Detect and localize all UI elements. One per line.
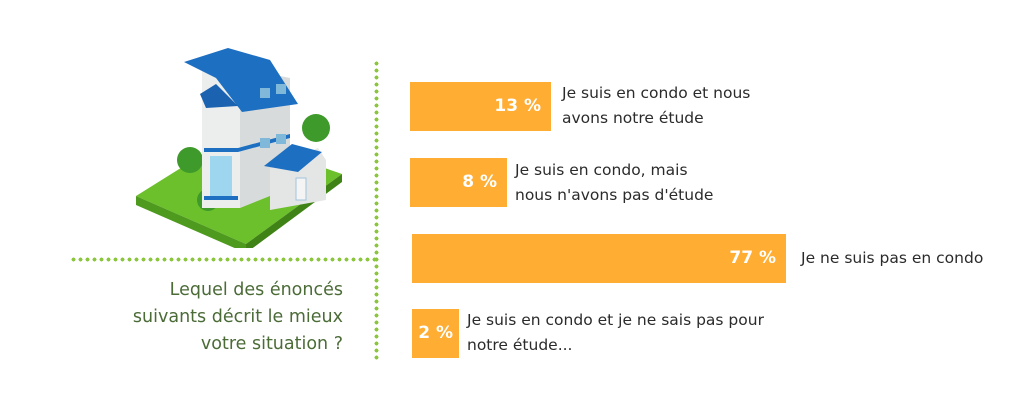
vertical-divider <box>374 60 379 360</box>
horizontal-divider <box>70 257 376 262</box>
value-label: 13 % <box>494 96 541 116</box>
value-label: 8 % <box>462 172 497 192</box>
question-line: votre situation ? <box>200 334 343 354</box>
label-line: avons notre étude <box>562 109 704 127</box>
question-line: suivants décrit le mieux <box>132 307 343 327</box>
label-line: nous n'avons pas d'étude <box>515 186 714 204</box>
value-label: 77 % <box>729 248 776 268</box>
category-label: Je suis en condo et je ne sais pas pour … <box>467 308 764 358</box>
bar-3: 2 % <box>412 309 459 358</box>
label-line: Je suis en condo et je ne sais pas pour <box>467 311 764 329</box>
question-line: Lequel des énoncés <box>169 280 343 300</box>
label-line: Je suis en condo et nous <box>562 84 751 102</box>
bar-1: 8 % <box>410 158 507 207</box>
bar-2: 77 % <box>412 234 786 283</box>
category-label: Je suis en condo, mais nous n'avons pas … <box>515 158 713 208</box>
label-line: Je suis en condo, mais <box>515 161 688 179</box>
question-text: Lequel des énoncés suivants décrit le mi… <box>83 277 343 358</box>
category-label: Je ne suis pas en condo <box>801 246 983 271</box>
bar-0: 13 % <box>410 82 551 131</box>
house-icon <box>136 48 342 248</box>
category-label: Je suis en condo et nous avons notre étu… <box>562 81 750 131</box>
value-label: 2 % <box>418 323 453 343</box>
label-line: Je ne suis pas en condo <box>801 249 984 267</box>
label-line: notre étude... <box>467 336 573 354</box>
